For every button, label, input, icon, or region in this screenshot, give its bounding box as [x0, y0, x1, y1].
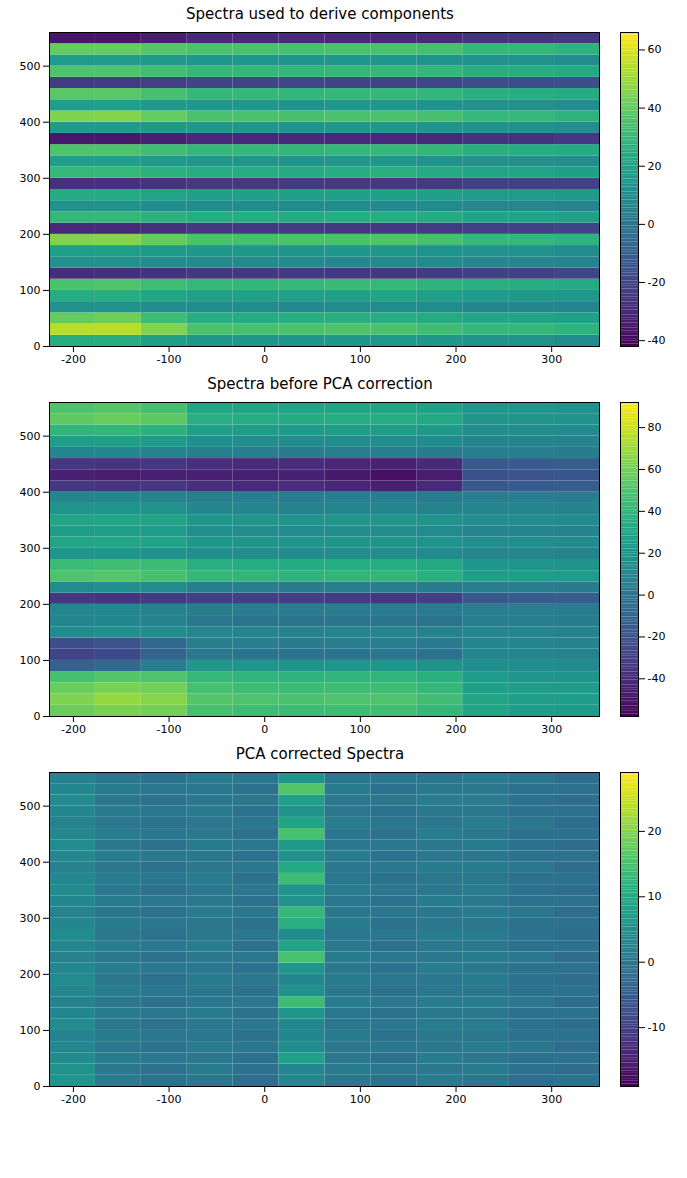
svg-text:200: 200	[20, 968, 41, 981]
svg-text:-100: -100	[157, 353, 182, 366]
svg-text:300: 300	[20, 172, 41, 185]
svg-text:200: 200	[446, 1093, 467, 1106]
svg-text:-200: -200	[61, 353, 86, 366]
svg-text:60: 60	[648, 43, 662, 56]
svg-text:300: 300	[541, 353, 562, 366]
svg-text:80: 80	[648, 421, 662, 434]
svg-text:-20: -20	[648, 630, 666, 643]
svg-text:100: 100	[20, 654, 41, 667]
html-text:PCA corrected Spectra: PCA corrected Spectra	[235, 745, 405, 763]
svg-text:100: 100	[350, 723, 371, 736]
svg-text:-200: -200	[61, 1093, 86, 1106]
svg-text:200: 200	[20, 228, 41, 241]
svg-text:0: 0	[34, 1080, 41, 1093]
svg-text:0: 0	[34, 710, 41, 723]
svg-text:0: 0	[34, 340, 41, 353]
svg-text:10: 10	[648, 890, 662, 903]
svg-text:300: 300	[20, 542, 41, 555]
svg-text:0: 0	[648, 589, 655, 602]
svg-text:500: 500	[20, 60, 41, 73]
svg-text:20: 20	[648, 547, 662, 560]
svg-text:100: 100	[20, 284, 41, 297]
svg-text:400: 400	[20, 116, 41, 129]
svg-text:100: 100	[350, 1093, 371, 1106]
svg-text:0: 0	[261, 723, 268, 736]
svg-text:200: 200	[20, 598, 41, 611]
svg-text:500: 500	[20, 430, 41, 443]
svg-text:200: 200	[446, 353, 467, 366]
svg-text:400: 400	[20, 856, 41, 869]
svg-text:40: 40	[648, 505, 662, 518]
svg-text:-20: -20	[648, 276, 666, 289]
html-text:Spectra used to derive compone: Spectra used to derive components	[186, 5, 454, 23]
svg-text:-100: -100	[157, 1093, 182, 1106]
svg-text:300: 300	[541, 723, 562, 736]
svg-text:-200: -200	[61, 723, 86, 736]
svg-text:100: 100	[20, 1024, 41, 1037]
html-text:Spectra before PCA correction: Spectra before PCA correction	[207, 375, 433, 393]
svg-text:-40: -40	[648, 672, 666, 685]
svg-text:20: 20	[648, 825, 662, 838]
svg-text:-100: -100	[157, 723, 182, 736]
svg-text:40: 40	[648, 102, 662, 115]
svg-text:0: 0	[648, 956, 655, 969]
svg-text:0: 0	[648, 218, 655, 231]
svg-text:200: 200	[446, 723, 467, 736]
svg-text:-10: -10	[648, 1021, 666, 1034]
svg-text:300: 300	[20, 912, 41, 925]
svg-text:-40: -40	[648, 334, 666, 347]
svg-text:500: 500	[20, 800, 41, 813]
svg-text:60: 60	[648, 463, 662, 476]
svg-text:0: 0	[261, 1093, 268, 1106]
svg-text:400: 400	[20, 486, 41, 499]
svg-text:20: 20	[648, 160, 662, 173]
svg-text:300: 300	[541, 1093, 562, 1106]
svg-text:100: 100	[350, 353, 371, 366]
svg-text:0: 0	[261, 353, 268, 366]
